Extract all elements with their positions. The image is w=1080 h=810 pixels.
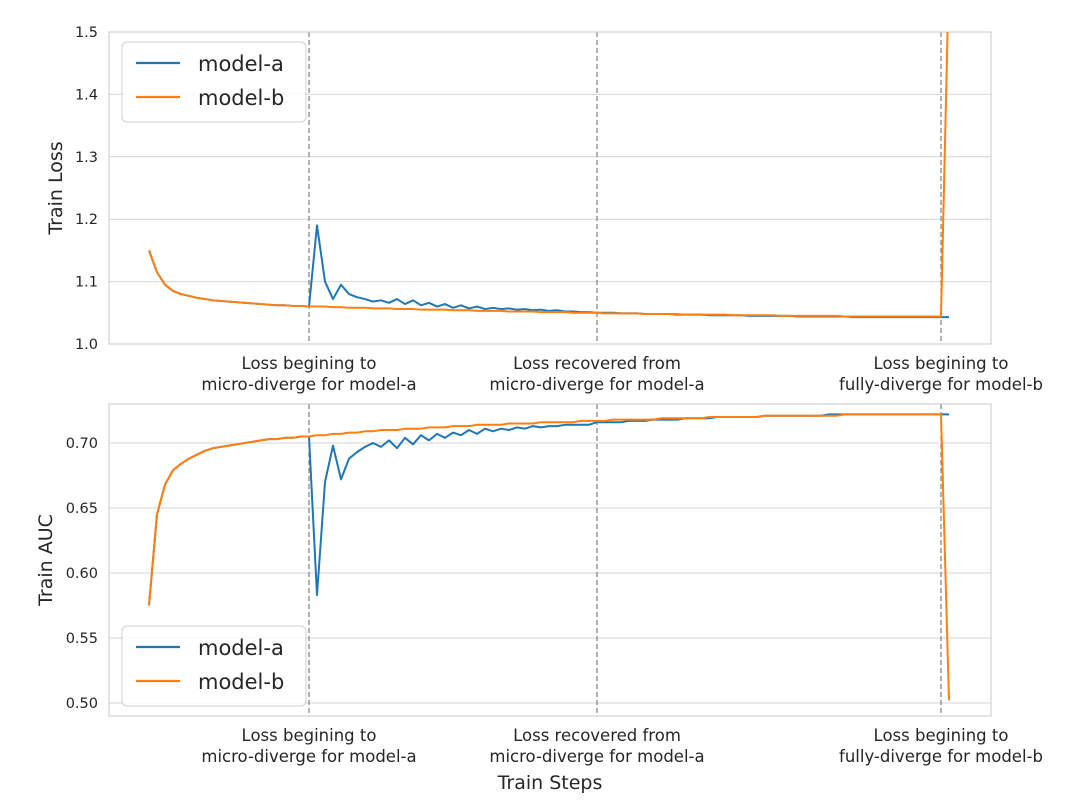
annotation-line1: Loss begining to xyxy=(242,354,377,373)
y-tick-label: 1.0 xyxy=(75,337,98,353)
annotation-line2: micro-diverge for model-a xyxy=(201,375,416,394)
y-tick-label: 0.55 xyxy=(66,631,98,647)
y-axis-label: Train AUC xyxy=(35,514,57,607)
series-line-model-b xyxy=(148,32,949,318)
annotation-line2: micro-diverge for model-a xyxy=(489,375,704,394)
legend: model-a model-b xyxy=(121,41,307,123)
y-tick-label: 0.50 xyxy=(66,696,98,712)
annotation-line2: fully-diverge for model-b xyxy=(839,747,1043,766)
legend-label: model-a xyxy=(198,52,284,76)
series-line-model-b xyxy=(148,413,950,701)
annotation-line1: Loss begining to xyxy=(242,726,377,745)
annotation-line1: Loss begining to xyxy=(874,726,1009,745)
legend-label: model-b xyxy=(198,670,284,694)
annotation-line1: Loss begining to xyxy=(874,354,1009,373)
auc-panel: 0.50 0.55 0.60 0.65 0.70 Loss begining to micr… xyxy=(35,403,1043,766)
y-tick-label: 1.1 xyxy=(75,275,98,291)
y-tick-label: 1.2 xyxy=(75,212,98,228)
legend-label: model-a xyxy=(198,636,284,660)
plot-frame xyxy=(108,31,992,345)
y-axis-label: Train Loss xyxy=(45,141,67,235)
plot-frame xyxy=(108,403,992,717)
y-tick-label: 1.4 xyxy=(75,87,98,103)
x-axis-label: Train Steps xyxy=(497,772,603,794)
annotation-line2: fully-diverge for model-b xyxy=(839,375,1043,394)
y-tick-label: 0.60 xyxy=(66,566,98,582)
annotation-line1: Loss recovered from xyxy=(513,726,681,745)
series-group xyxy=(148,32,949,319)
legend: model-a model-b xyxy=(121,625,307,707)
legend-label: model-b xyxy=(198,86,284,110)
y-tick-label: 1.5 xyxy=(75,25,98,41)
annotation-line1: Loss recovered from xyxy=(513,354,681,373)
series-group xyxy=(148,413,950,701)
y-tick-label: 0.70 xyxy=(66,436,98,452)
annotation-line2: micro-diverge for model-a xyxy=(489,747,704,766)
y-tick-label: 0.65 xyxy=(66,501,98,517)
y-tick-label: 1.3 xyxy=(75,150,98,166)
loss-panel: 1.0 1.1 1.2 1.3 1.4 1.5 Loss begining to micro-… xyxy=(45,25,1043,394)
annotation-line2: micro-diverge for model-a xyxy=(201,747,416,766)
